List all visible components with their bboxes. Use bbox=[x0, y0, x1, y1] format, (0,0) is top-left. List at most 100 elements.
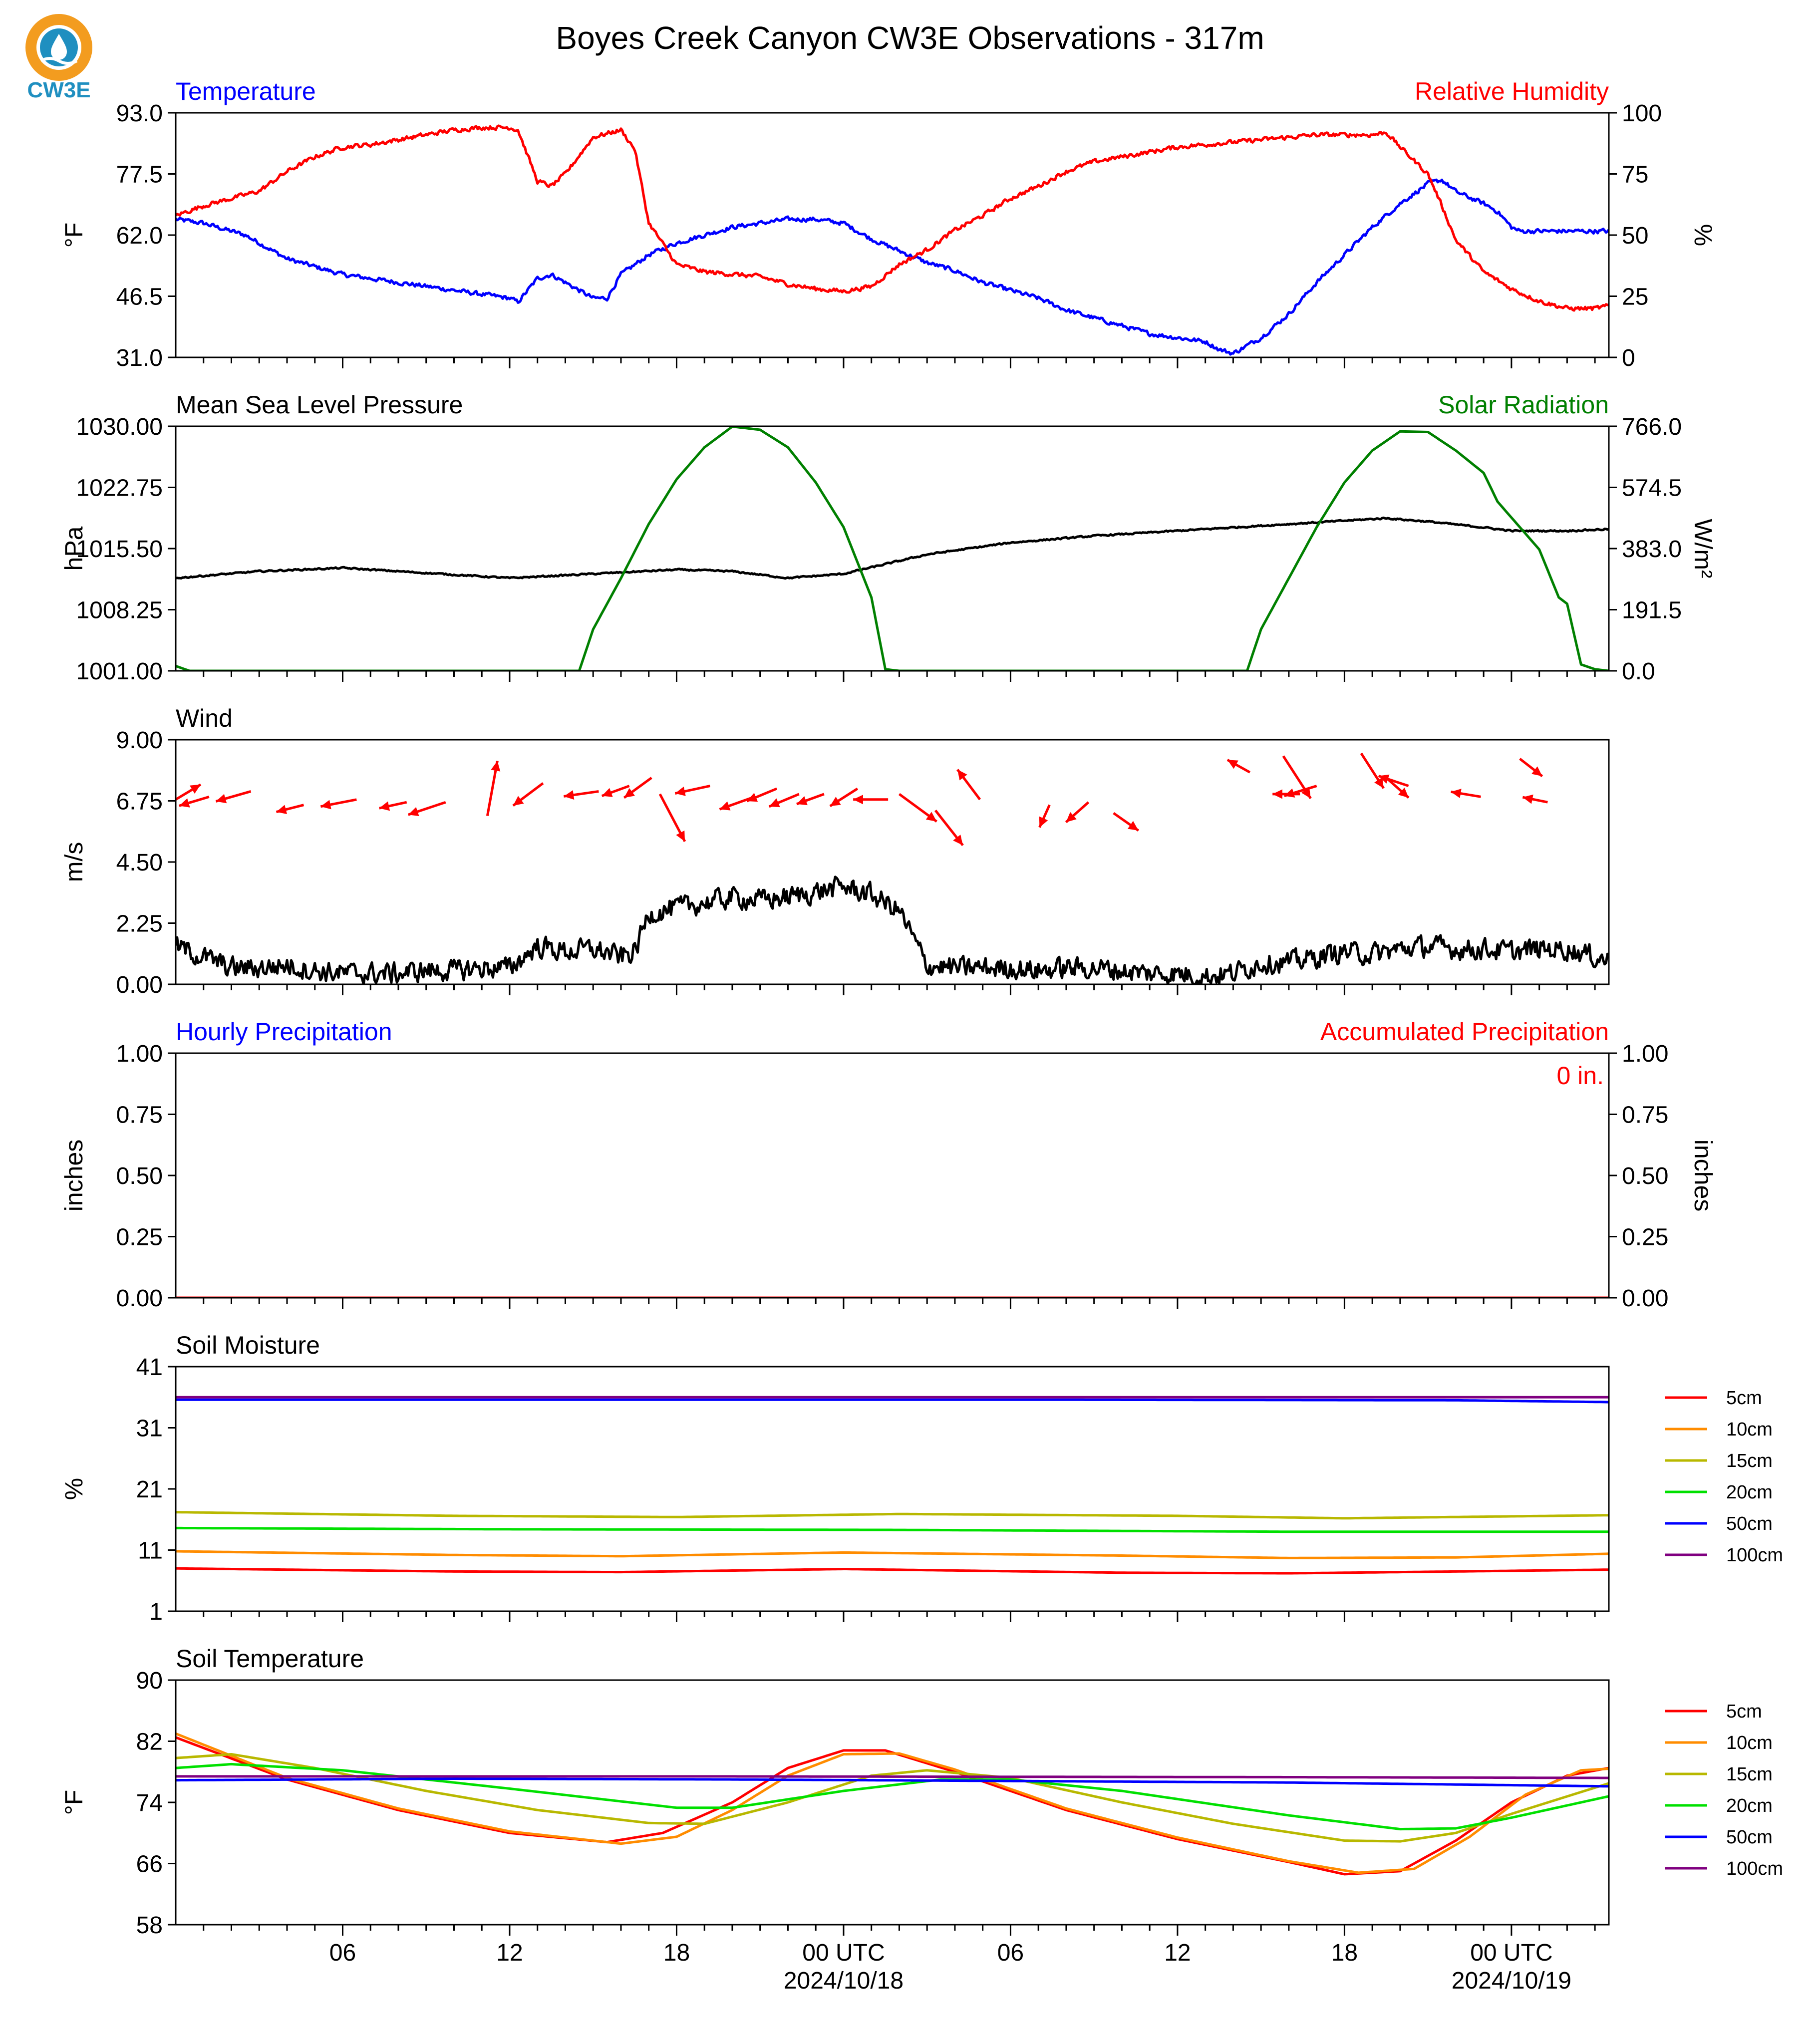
axes-frame bbox=[175, 112, 1610, 358]
wind-arrowhead-29 bbox=[1284, 788, 1295, 798]
axes-frame bbox=[175, 1052, 1610, 1299]
series-50cm bbox=[176, 1398, 1609, 1404]
chart-title: Boyes Creek Canyon CW3E Observations - 3… bbox=[556, 20, 1264, 56]
ytick-label-right: 0.75 bbox=[1622, 1102, 1668, 1129]
legend-label: 50cm bbox=[1726, 1827, 1773, 1848]
ytick-label-left: 90 bbox=[136, 1668, 163, 1694]
panel-title-left: Wind bbox=[176, 704, 233, 732]
ytick-label-left: 6.75 bbox=[116, 789, 163, 815]
ytick-label-left: 1022.75 bbox=[76, 475, 163, 502]
plot-area bbox=[176, 124, 1609, 356]
ylabel-left: m/s bbox=[60, 842, 88, 882]
xtick-label: 18 bbox=[1331, 1940, 1358, 1966]
series-left-0 bbox=[176, 516, 1609, 580]
ytick-label-right: 0 bbox=[1622, 345, 1635, 371]
panel-title-left: Hourly Precipitation bbox=[176, 1018, 392, 1046]
ytick-label-left: 1 bbox=[149, 1599, 163, 1625]
ytick-label-right: 0.00 bbox=[1622, 1285, 1668, 1312]
panel-title-left: Mean Sea Level Pressure bbox=[176, 391, 463, 419]
ytick-label-left: 1030.00 bbox=[76, 414, 163, 440]
wind-arrowhead-26 bbox=[1227, 760, 1238, 769]
panel-title-right: Solar Radiation bbox=[1438, 391, 1609, 419]
ytick-label-left: 21 bbox=[136, 1476, 163, 1503]
series-right-1 bbox=[176, 426, 1609, 671]
series-10cm bbox=[176, 1550, 1609, 1559]
ytick-label-right: 25 bbox=[1622, 284, 1648, 310]
wind-arrowhead-30 bbox=[1374, 777, 1384, 789]
series-50cm bbox=[176, 1777, 1609, 1788]
ylabel-right: % bbox=[1689, 224, 1717, 246]
wind-arrowhead-32 bbox=[1378, 774, 1390, 784]
ytick-label-left: 0.50 bbox=[116, 1163, 163, 1189]
xtick-label: 12 bbox=[1164, 1940, 1191, 1966]
wind-arrowhead-21 bbox=[953, 835, 963, 846]
wind-arrowhead-7 bbox=[491, 761, 501, 772]
series-10cm bbox=[176, 1732, 1609, 1874]
series-100cm bbox=[176, 1775, 1609, 1779]
wind-arrowhead-25 bbox=[1127, 821, 1139, 831]
axes-frame bbox=[175, 1366, 1610, 1612]
ytick-label-left: 2.25 bbox=[116, 911, 163, 937]
xtick-label: 06 bbox=[329, 1940, 356, 1966]
legend-label: 10cm bbox=[1726, 1733, 1773, 1753]
wind-arrowhead-34 bbox=[1531, 766, 1542, 777]
ytick-label-left: 93.0 bbox=[116, 100, 163, 127]
ytick-label-right: 75 bbox=[1622, 162, 1648, 188]
ytick-label-right: 1.00 bbox=[1622, 1041, 1668, 1067]
wind-arrowhead-1 bbox=[179, 798, 190, 808]
ytick-label-left: 0.00 bbox=[116, 972, 163, 998]
series-left-0 bbox=[176, 875, 1609, 984]
xtick-label: 12 bbox=[496, 1940, 523, 1966]
logo-wave-icon bbox=[40, 57, 78, 65]
ytick-label-right: 191.5 bbox=[1622, 597, 1682, 624]
ylabel-left: hPa bbox=[60, 526, 88, 571]
wind-arrowhead-18 bbox=[830, 797, 841, 806]
ytick-label-right: 383.0 bbox=[1622, 536, 1682, 563]
series-left-0 bbox=[176, 178, 1609, 356]
wind-arrowhead-16 bbox=[769, 798, 780, 808]
ytick-label-right: 574.5 bbox=[1622, 475, 1682, 502]
wind-arrowhead-4 bbox=[320, 800, 331, 810]
ytick-label-left: 41 bbox=[136, 1354, 163, 1381]
wind-arrowhead-10 bbox=[602, 788, 613, 797]
ylabel-right: inches bbox=[1689, 1140, 1717, 1212]
ytick-label-left: 0.25 bbox=[116, 1224, 163, 1251]
ytick-label-right: 0.25 bbox=[1622, 1224, 1668, 1251]
ytick-label-left: 82 bbox=[136, 1729, 163, 1755]
series-5cm bbox=[176, 1567, 1609, 1575]
xtick-date-label: 2024/10/18 bbox=[784, 1968, 904, 1994]
panel-wind: 0.00 2.25 4.50 6.75 9.00 Wind m/s bbox=[60, 704, 1610, 998]
panel-title-right: Accumulated Precipitation bbox=[1320, 1018, 1609, 1046]
logo-drop-icon bbox=[51, 34, 67, 60]
xtick-date-label: 2024/10/19 bbox=[1452, 1968, 1571, 1994]
ytick-label-left: 31.0 bbox=[116, 345, 163, 371]
wind-arrowhead-3 bbox=[276, 805, 287, 815]
legend-label: 10cm bbox=[1726, 1419, 1773, 1440]
xtick-label: 00 UTC bbox=[1470, 1940, 1552, 1966]
ytick-label-left: 74 bbox=[136, 1790, 163, 1816]
wind-arrowhead-12 bbox=[676, 830, 685, 842]
legend-label: 20cm bbox=[1726, 1482, 1773, 1503]
wind-arrowhead-6 bbox=[408, 807, 419, 817]
ytick-label-right: 0.50 bbox=[1622, 1163, 1668, 1189]
wind-arrowhead-31 bbox=[1398, 787, 1409, 798]
series-15cm bbox=[176, 1511, 1609, 1520]
wind-arrowhead-23 bbox=[1039, 816, 1048, 828]
plot-area bbox=[176, 1732, 1609, 1876]
ylabel-right: W/m² bbox=[1689, 519, 1717, 578]
logo-ring bbox=[25, 14, 92, 81]
plot-area bbox=[176, 752, 1609, 984]
legend-label: 15cm bbox=[1726, 1450, 1773, 1471]
wind-arrowhead-11 bbox=[624, 788, 635, 798]
ytick-label-left: 1001.00 bbox=[76, 658, 163, 685]
xtick-label: 06 bbox=[997, 1940, 1024, 1966]
accumulated-total: 0 in. bbox=[1556, 1062, 1604, 1090]
ytick-label-left: 1008.25 bbox=[76, 597, 163, 624]
wind-arrowhead-20 bbox=[925, 812, 937, 822]
axes-frame bbox=[175, 1679, 1610, 1926]
cw3e-logo: CW3E bbox=[25, 14, 92, 102]
ytick-label-left: 46.5 bbox=[116, 284, 163, 310]
ytick-label-right: 50 bbox=[1622, 223, 1648, 249]
